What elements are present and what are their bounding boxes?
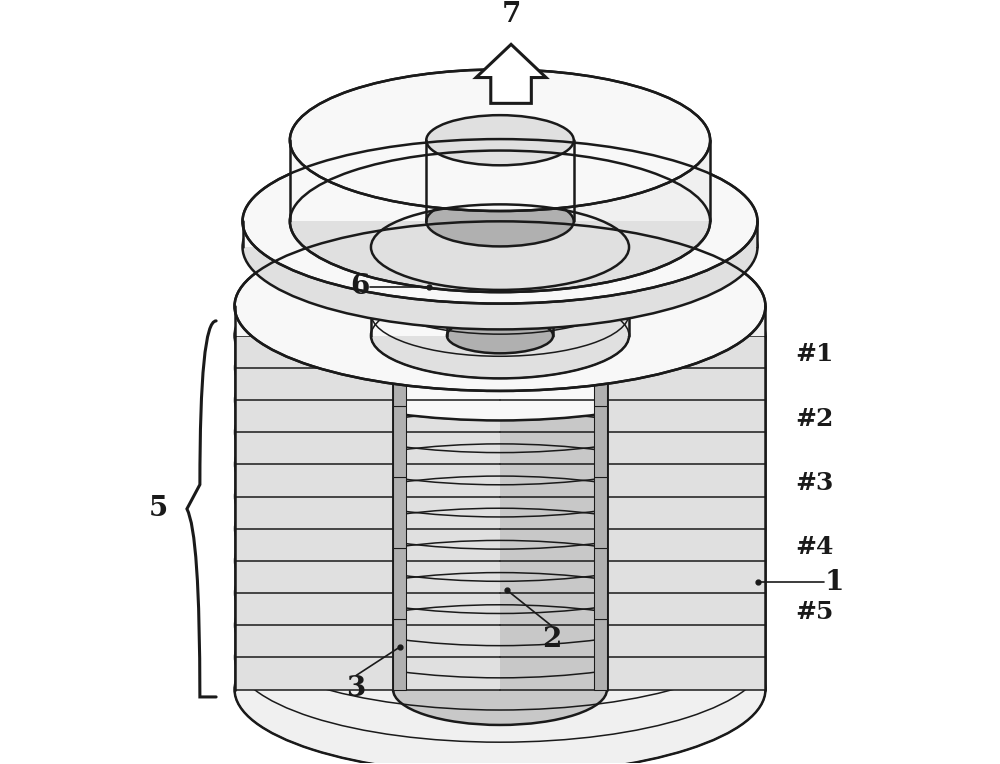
Ellipse shape	[235, 251, 765, 420]
Polygon shape	[594, 619, 607, 690]
Text: #4: #4	[795, 536, 833, 559]
Polygon shape	[371, 247, 500, 335]
Polygon shape	[243, 222, 500, 247]
Text: #5: #5	[795, 600, 833, 624]
Polygon shape	[594, 548, 607, 619]
Text: #1: #1	[795, 342, 833, 367]
Ellipse shape	[393, 654, 607, 725]
Polygon shape	[500, 141, 710, 222]
Ellipse shape	[426, 115, 574, 165]
Polygon shape	[476, 44, 546, 103]
Polygon shape	[235, 306, 500, 335]
Polygon shape	[393, 478, 406, 548]
Polygon shape	[500, 335, 607, 690]
Ellipse shape	[393, 300, 607, 371]
Polygon shape	[235, 335, 500, 690]
Polygon shape	[393, 335, 406, 406]
Ellipse shape	[426, 196, 574, 247]
Ellipse shape	[371, 205, 629, 290]
Polygon shape	[594, 478, 607, 548]
Polygon shape	[235, 335, 393, 690]
Polygon shape	[393, 335, 500, 690]
Text: #2: #2	[795, 406, 833, 431]
Polygon shape	[607, 335, 765, 690]
Polygon shape	[594, 406, 607, 478]
Ellipse shape	[243, 165, 757, 329]
Text: 1: 1	[824, 568, 844, 596]
Text: 7: 7	[501, 1, 521, 28]
Ellipse shape	[371, 293, 629, 378]
Text: 3: 3	[347, 675, 366, 702]
Ellipse shape	[447, 229, 553, 265]
Text: 5: 5	[149, 495, 168, 523]
Polygon shape	[500, 222, 757, 247]
Ellipse shape	[447, 318, 553, 353]
Ellipse shape	[235, 605, 765, 764]
Polygon shape	[393, 619, 406, 690]
Polygon shape	[500, 306, 765, 335]
Ellipse shape	[290, 70, 710, 211]
Polygon shape	[594, 335, 607, 406]
Text: #3: #3	[795, 471, 833, 495]
Ellipse shape	[235, 222, 765, 391]
Polygon shape	[393, 406, 406, 478]
Polygon shape	[290, 141, 500, 222]
Ellipse shape	[290, 151, 710, 292]
Ellipse shape	[243, 139, 757, 303]
Polygon shape	[500, 335, 765, 690]
Text: 2: 2	[542, 626, 561, 653]
Text: 6: 6	[351, 274, 370, 300]
Polygon shape	[500, 247, 629, 335]
Polygon shape	[393, 548, 406, 619]
